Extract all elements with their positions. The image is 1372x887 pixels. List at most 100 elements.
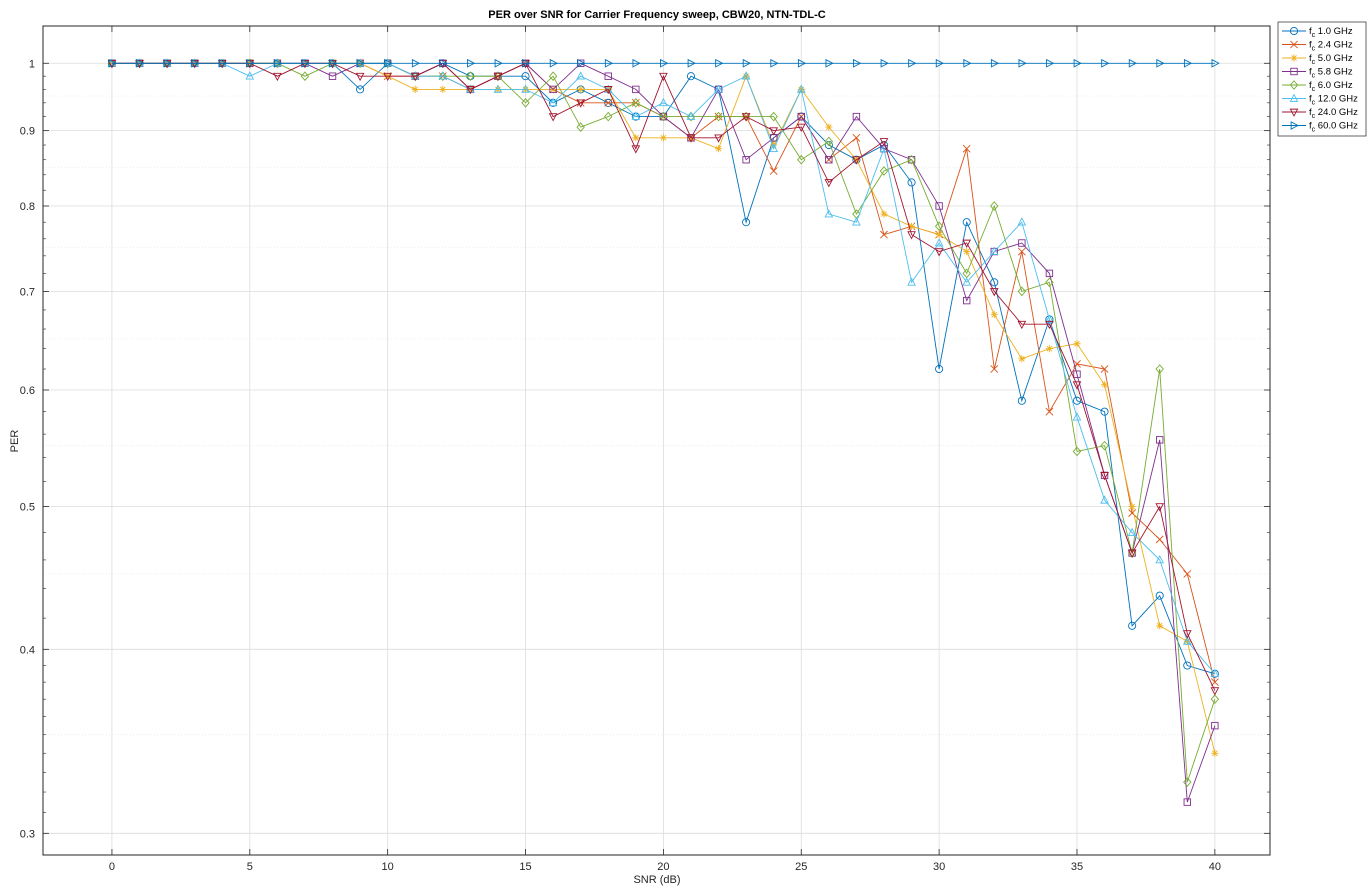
- data-point: [714, 111, 723, 122]
- legend-marker: [1289, 93, 1299, 102]
- data-point: [162, 59, 172, 69]
- data-point: [411, 58, 421, 68]
- data-point: [714, 145, 723, 153]
- data-point: [273, 72, 282, 82]
- data-point: [384, 58, 393, 68]
- data-point: [1017, 217, 1027, 226]
- data-point: [493, 84, 503, 93]
- data-point: [963, 58, 972, 68]
- data-point: [631, 145, 641, 154]
- data-point: [797, 58, 807, 68]
- data-point: [1128, 502, 1136, 511]
- data-point: [742, 156, 750, 164]
- data-point: [1073, 58, 1082, 68]
- data-point: [935, 58, 945, 68]
- data-point: [576, 71, 586, 80]
- data-point: [824, 136, 834, 147]
- y-tick-label: 0.3: [20, 828, 35, 840]
- data-point: [217, 59, 227, 69]
- data-point: [604, 111, 613, 122]
- data-point: [796, 123, 806, 133]
- data-point: [907, 178, 916, 187]
- data-point: [438, 71, 448, 80]
- data-point: [1101, 58, 1110, 68]
- data-point: [742, 58, 752, 68]
- data-point: [686, 72, 696, 81]
- data-point: [383, 58, 392, 69]
- data-point: [1210, 687, 1220, 696]
- data-point: [962, 218, 971, 227]
- data-point: [162, 58, 172, 67]
- data-point: [853, 58, 862, 68]
- data-point: [796, 84, 806, 93]
- data-point: [879, 166, 889, 176]
- data-point: [907, 222, 916, 230]
- x-tick-label: 25: [795, 861, 807, 873]
- data-point: [1045, 314, 1054, 323]
- data-point: [245, 71, 255, 80]
- data-point: [493, 72, 503, 82]
- data-point: [632, 134, 640, 142]
- data-point: [631, 111, 641, 120]
- plot-area-border: [42, 25, 1271, 856]
- data-point: [1073, 340, 1081, 348]
- data-point: [135, 59, 144, 69]
- data-point: [1156, 436, 1164, 444]
- data-point: [1155, 555, 1165, 564]
- x-axis-label: SNR (dB): [633, 874, 680, 886]
- y-tick-label: 0.4: [20, 644, 35, 656]
- data-point: [769, 127, 779, 136]
- data-point: [741, 113, 751, 122]
- data-point: [1128, 509, 1137, 517]
- data-point: [135, 58, 144, 67]
- data-point: [1017, 396, 1026, 405]
- data-point: [439, 58, 448, 68]
- data-point: [522, 58, 531, 68]
- data-point: [1210, 694, 1220, 705]
- legend-label: fc 5.0 GHz: [1309, 53, 1353, 66]
- data-point: [880, 210, 888, 218]
- legend-label: fc 24.0 GHz: [1309, 107, 1358, 120]
- data-point: [1155, 503, 1165, 512]
- data-point: [1072, 446, 1082, 457]
- legend-label: fc 6.0 GHz: [1309, 80, 1353, 93]
- data-point: [603, 86, 613, 95]
- data-point: [163, 58, 173, 68]
- data-point: [990, 311, 998, 319]
- legend-label: fc 1.0 GHz: [1309, 26, 1353, 39]
- data-point: [908, 58, 917, 68]
- data-point: [300, 71, 310, 82]
- legend-entry: fc 6.0 GHz: [1282, 80, 1353, 93]
- data-point: [1018, 239, 1026, 247]
- data-point: [659, 72, 668, 82]
- data-point: [467, 58, 476, 68]
- legend-entry: fc 5.0 GHz: [1282, 53, 1353, 66]
- data-point: [107, 59, 117, 69]
- data-point: [1183, 570, 1192, 578]
- data-point: [521, 84, 530, 93]
- data-point: [769, 143, 779, 153]
- series-line: [111, 62, 1216, 783]
- data-point: [466, 86, 475, 95]
- data-point: [356, 58, 366, 68]
- data-point: [1045, 345, 1054, 353]
- data-point: [190, 58, 199, 67]
- data-point: [770, 58, 779, 68]
- legend-marker: [1290, 67, 1298, 76]
- data-point: [1128, 621, 1137, 630]
- data-point: [880, 58, 889, 68]
- data-point: [548, 113, 558, 122]
- data-point: [246, 58, 255, 68]
- y-tick-label: 0.9: [20, 126, 35, 138]
- data-point: [963, 247, 971, 256]
- data-point: [604, 98, 613, 107]
- data-point: [274, 58, 283, 68]
- y-axis-label: PER: [9, 430, 21, 453]
- data-point: [1072, 381, 1082, 390]
- data-point: [411, 85, 419, 93]
- data-point: [852, 133, 861, 142]
- data-point: [576, 122, 585, 132]
- data-point: [273, 58, 282, 69]
